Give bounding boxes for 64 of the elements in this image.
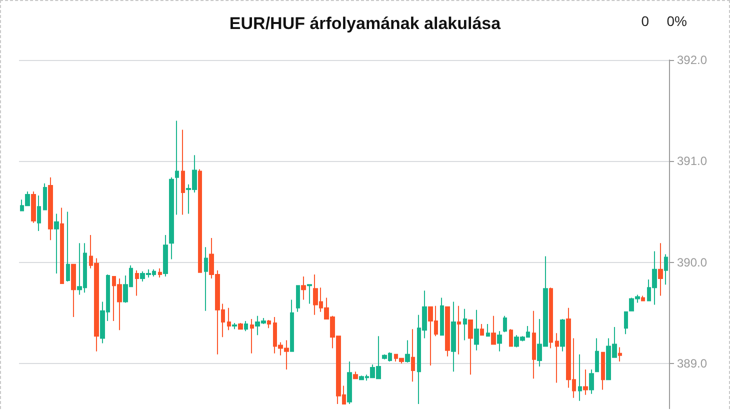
candlestick	[232, 322, 237, 330]
candlestick	[457, 305, 461, 355]
candlestick	[405, 340, 410, 363]
candlestick	[238, 322, 243, 330]
candlestick	[347, 360, 352, 404]
candlestick	[440, 297, 444, 336]
candlestick	[503, 315, 507, 333]
candlestick	[267, 319, 271, 329]
candlestick	[480, 324, 484, 336]
candlestick	[198, 168, 202, 273]
candlestick	[181, 129, 185, 216]
candlestick	[451, 301, 456, 372]
text: 0%	[666, 13, 687, 29]
candlestick	[641, 295, 645, 302]
candlestick	[169, 176, 174, 260]
candlestick	[54, 213, 59, 274]
candlestick	[474, 309, 479, 351]
candlestick	[290, 299, 294, 352]
candlestick	[244, 320, 248, 332]
candlestick	[48, 176, 53, 241]
candlestick	[411, 328, 415, 382]
candlestick	[486, 324, 490, 337]
candlestick	[555, 332, 559, 384]
y-tick-label: 391.0	[677, 154, 708, 168]
candlestick	[307, 284, 312, 304]
candlestick	[618, 346, 622, 362]
chart-title: EUR/HUF árfolyamának alakulása	[229, 14, 502, 33]
candlestick	[578, 354, 582, 402]
candlestick	[227, 307, 231, 331]
candlestick	[175, 120, 179, 216]
candlestick	[37, 195, 41, 232]
candlestick	[71, 264, 76, 318]
candlestick	[664, 254, 668, 286]
candlestick	[595, 338, 599, 372]
candlestick	[445, 306, 450, 357]
candlestick	[31, 191, 36, 224]
candlestick	[60, 207, 64, 284]
candlestick	[296, 285, 300, 312]
candlestick	[509, 328, 513, 347]
candlestick	[560, 318, 565, 352]
candlestick	[463, 308, 467, 341]
candlestick	[624, 311, 628, 335]
candlestick	[468, 319, 473, 376]
candlestick	[66, 211, 70, 282]
candlestick	[204, 246, 208, 312]
candlestick	[301, 276, 306, 300]
candlestick	[158, 268, 162, 278]
candlestick	[497, 330, 502, 352]
candlestick	[43, 182, 47, 210]
candlestick	[163, 234, 168, 277]
candlestick	[583, 369, 588, 396]
candlestick	[353, 371, 358, 380]
candlestick	[491, 315, 496, 345]
text: 0	[641, 13, 650, 29]
candlestick	[135, 270, 139, 296]
y-tick-label: 392.0	[677, 53, 708, 67]
candlestick	[589, 369, 594, 394]
candlestick	[549, 287, 553, 349]
candlestick	[601, 352, 605, 390]
y-tick-label: 389.0	[677, 356, 708, 370]
candlestick	[532, 310, 536, 380]
candlestick	[250, 318, 254, 354]
y-tick-label: 390.0	[677, 255, 708, 270]
candlestick	[658, 242, 663, 296]
